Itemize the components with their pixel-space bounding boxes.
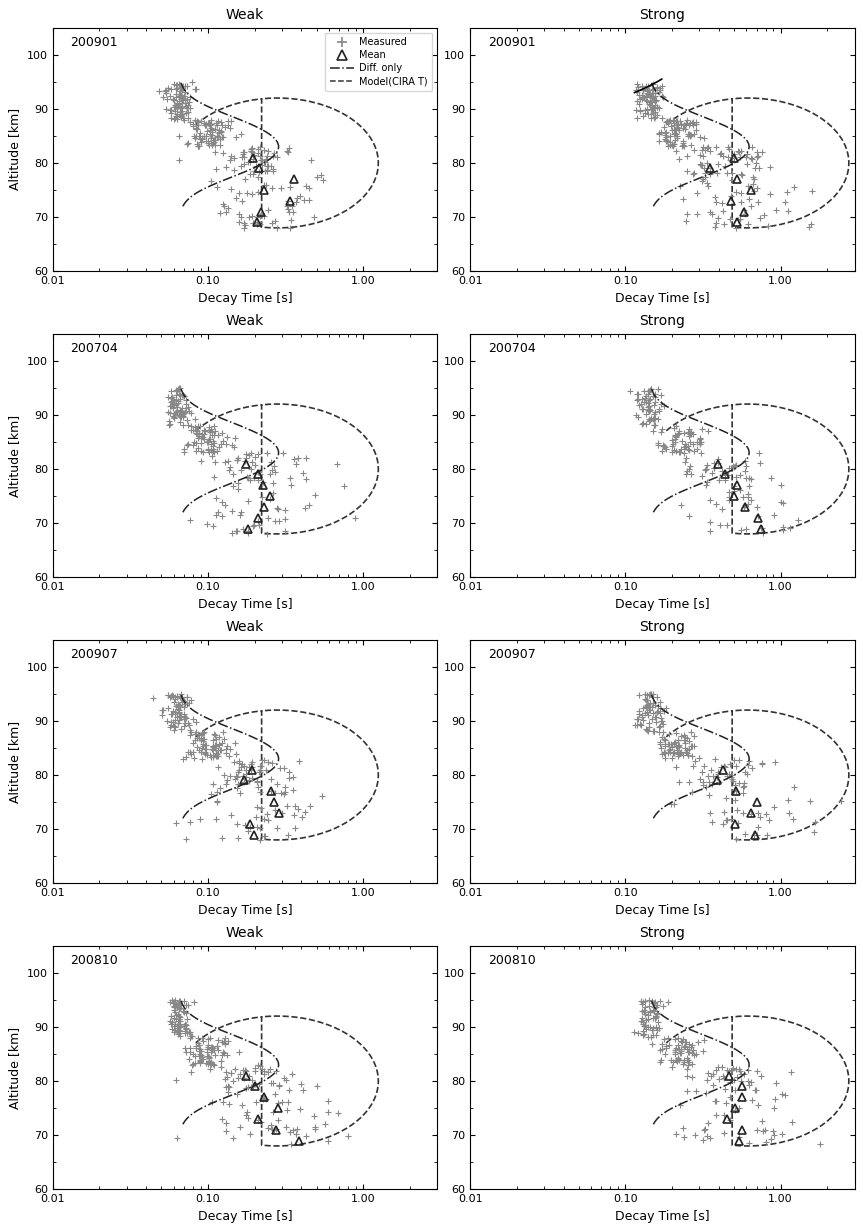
Text: 200901: 200901 — [71, 36, 118, 49]
Title: Strong: Strong — [639, 314, 685, 329]
Title: Weak: Weak — [226, 927, 264, 940]
Title: Strong: Strong — [639, 620, 685, 634]
X-axis label: Decay Time [s]: Decay Time [s] — [198, 292, 293, 304]
Text: 200907: 200907 — [71, 648, 118, 661]
Text: 200810: 200810 — [488, 954, 536, 966]
Title: Strong: Strong — [639, 9, 685, 22]
Text: 200901: 200901 — [488, 36, 535, 49]
Text: 200907: 200907 — [488, 648, 536, 661]
Text: 200810: 200810 — [71, 954, 118, 966]
X-axis label: Decay Time [s]: Decay Time [s] — [198, 597, 293, 611]
Title: Strong: Strong — [639, 927, 685, 940]
X-axis label: Decay Time [s]: Decay Time [s] — [198, 904, 293, 917]
Text: 200704: 200704 — [488, 342, 536, 355]
Y-axis label: Altitude [km]: Altitude [km] — [9, 720, 22, 803]
X-axis label: Decay Time [s]: Decay Time [s] — [615, 292, 709, 304]
X-axis label: Decay Time [s]: Decay Time [s] — [615, 597, 709, 611]
Legend: Measured, Mean, Diff. only, Model(CIRA T): Measured, Mean, Diff. only, Model(CIRA T… — [325, 32, 432, 91]
Title: Weak: Weak — [226, 9, 264, 22]
Y-axis label: Altitude [km]: Altitude [km] — [9, 108, 22, 191]
Title: Weak: Weak — [226, 620, 264, 634]
Y-axis label: Altitude [km]: Altitude [km] — [9, 1027, 22, 1109]
X-axis label: Decay Time [s]: Decay Time [s] — [615, 904, 709, 917]
Y-axis label: Altitude [km]: Altitude [km] — [9, 415, 22, 496]
Text: 200704: 200704 — [71, 342, 118, 355]
X-axis label: Decay Time [s]: Decay Time [s] — [198, 1210, 293, 1222]
Title: Weak: Weak — [226, 314, 264, 329]
X-axis label: Decay Time [s]: Decay Time [s] — [615, 1210, 709, 1222]
